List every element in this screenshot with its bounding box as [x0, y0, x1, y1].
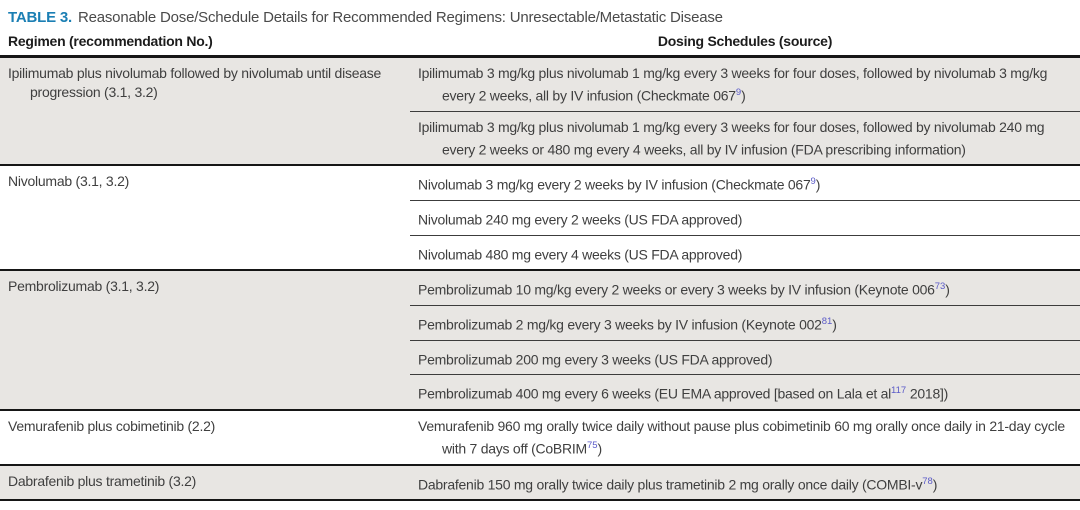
- schedule-text: Pembrolizumab 2 mg/kg every 3 weeks by I…: [418, 316, 822, 333]
- schedule-text: Vemurafenib 960 mg orally twice daily wi…: [418, 417, 1065, 457]
- schedule-text-after: ): [597, 440, 603, 457]
- citation-ref[interactable]: 75: [586, 439, 598, 451]
- table-number-label: TABLE 3.: [8, 9, 72, 26]
- regimen-cell: Nivolumab (3.1, 3.2): [8, 173, 130, 190]
- schedule-cell: Pembrolizumab 2 mg/kg every 3 weeks by I…: [410, 304, 1080, 341]
- column-header-regimen: Regimen (recommendation No.): [8, 33, 213, 49]
- citation-ref[interactable]: 117: [891, 385, 907, 397]
- citation-ref[interactable]: 81: [821, 315, 833, 327]
- schedule-text: Nivolumab 480 mg every 4 weeks (US FDA a…: [418, 246, 743, 263]
- schedule-text-after: ): [932, 476, 938, 493]
- schedule-cell: Nivolumab 3 mg/kg every 2 weeks by IV in…: [410, 165, 1080, 200]
- citation-ref[interactable]: 9: [810, 176, 816, 188]
- citation-ref[interactable]: 73: [934, 281, 946, 293]
- table-header: Regimen (recommendation No.) Dosing Sche…: [0, 31, 1080, 57]
- schedule-cell: Nivolumab 240 mg every 2 weeks (US FDA a…: [410, 199, 1080, 236]
- table-caption: TABLE 3. Reasonable Dose/Schedule Details…: [0, 0, 1080, 31]
- schedule-cell: Pembrolizumab 400 mg every 6 weeks (EU E…: [410, 374, 1080, 410]
- citation-ref[interactable]: 9: [735, 87, 742, 98]
- schedule-cell: Dabrafenib 150 mg orally twice daily plu…: [410, 465, 1080, 501]
- citation-ref[interactable]: 78: [922, 475, 933, 487]
- schedule-cell: Nivolumab 480 mg every 4 weeks (US FDA a…: [410, 234, 1080, 271]
- schedule-text: Pembrolizumab 400 mg every 6 weeks (EU E…: [418, 385, 892, 402]
- schedule-text-after: ): [832, 316, 837, 333]
- schedule-text: Nivolumab 3 mg/kg every 2 weeks by IV in…: [418, 176, 811, 193]
- schedule-text-after: ): [815, 176, 821, 193]
- schedule-cell: Encorafenib 450 mg orally once daily plu…: [410, 500, 1080, 510]
- regimen-cell: Ipilimumab plus nivolumab followed by ni…: [8, 65, 382, 100]
- table-row: Pembrolizumab (3.1, 3.2) Pembrolizumab 1…: [0, 270, 1080, 410]
- schedule-text: Pembrolizumab 200 mg every 3 weeks (US F…: [418, 351, 773, 368]
- table-row: Nivolumab (3.1, 3.2) Nivolumab 3 mg/kg e…: [0, 165, 1080, 271]
- schedule-cell: Pembrolizumab 10 mg/kg every 2 weeks or …: [410, 270, 1080, 305]
- schedule-text-after: 2018]): [906, 385, 949, 402]
- schedule-text: Nivolumab 240 mg every 2 weeks (US FDA a…: [418, 211, 743, 228]
- schedule-text: Pembrolizumab 10 mg/kg every 2 weeks or …: [418, 281, 935, 298]
- table-title: Reasonable Dose/Schedule Details for Rec…: [77, 9, 723, 26]
- table-row: Vemurafenib plus cobimetinib (2.2) Vemur…: [0, 409, 1080, 465]
- table-row: Ipilimumab plus nivolumab followed by ni…: [0, 56, 1080, 166]
- schedule-text: Ipilimumab 3 mg/kg plus nivolumab 1 mg/k…: [418, 65, 1048, 104]
- regimen-cell: Encorafenib plus binimetinib (3.2): [0, 500, 410, 510]
- dose-schedule-table: Regimen (recommendation No.) Dosing Sche…: [0, 31, 1080, 510]
- regimen-cell: Vemurafenib plus cobimetinib (2.2): [8, 417, 216, 434]
- schedule-cell: Vemurafenib 960 mg orally twice daily wi…: [410, 410, 1080, 465]
- schedule-cell: Pembrolizumab 200 mg every 3 weeks (US F…: [410, 339, 1080, 375]
- schedule-text: Dabrafenib 150 mg orally twice daily plu…: [418, 476, 923, 493]
- column-header-dosing: Dosing Schedules (source): [657, 33, 833, 49]
- schedule-cell: Ipilimumab 3 mg/kg plus nivolumab 1 mg/k…: [410, 57, 1080, 112]
- table-row: Encorafenib plus binimetinib (3.2) Encor…: [0, 500, 1080, 510]
- table-row: Dabrafenib plus trametinib (3.2) Dabrafe…: [0, 464, 1080, 501]
- regimen-cell: Pembrolizumab (3.1, 3.2): [8, 278, 160, 295]
- regimen-cell: Dabrafenib plus trametinib (3.2): [8, 472, 197, 489]
- schedule-cell: Ipilimumab 3 mg/kg plus nivolumab 1 mg/k…: [410, 110, 1080, 166]
- schedule-text-after: ): [741, 87, 746, 104]
- schedule-text: Ipilimumab 3 mg/kg plus nivolumab 1 mg/k…: [418, 118, 1045, 158]
- schedule-text-after: ): [945, 281, 950, 298]
